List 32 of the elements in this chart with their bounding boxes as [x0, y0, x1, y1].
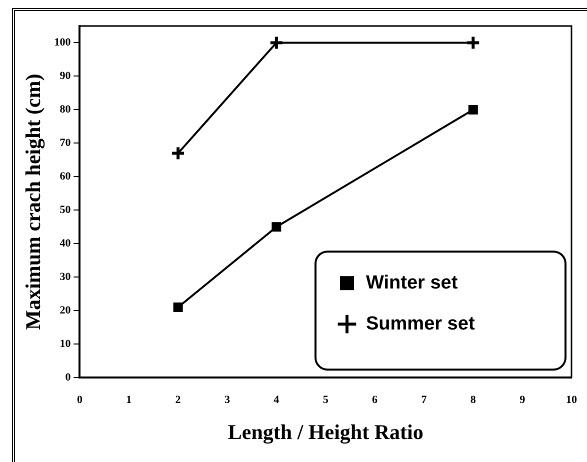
point: [272, 222, 282, 232]
x-tick-label: 7: [421, 394, 428, 406]
point: [468, 104, 478, 114]
x-tick-label: 4: [274, 394, 280, 406]
y-tick-label: 60: [60, 170, 72, 183]
y-tick-label: 90: [60, 70, 72, 82]
point: [170, 146, 186, 161]
y-tick-label: 20: [60, 304, 72, 316]
x-tick-label: 6: [372, 394, 378, 406]
legend-label: Winter set: [366, 272, 458, 294]
y-tick-label: 80: [60, 104, 72, 116]
x-tick-label: 5: [322, 394, 329, 406]
x-axis-title: Length / Height Ratio: [228, 420, 424, 444]
x-tick-label: 10: [566, 394, 578, 406]
x-tick-label: 2: [175, 394, 182, 406]
y-tick-label: 0: [65, 371, 72, 384]
x-tick-label: 8: [470, 394, 476, 406]
y-tick-label: 50: [60, 204, 72, 216]
point: [466, 35, 481, 50]
point: [268, 35, 284, 50]
y-tick-label: 100: [54, 36, 72, 49]
x-tick-label: 1: [126, 394, 132, 406]
y-tick-label: 30: [60, 270, 72, 283]
x-tick-label: 3: [224, 394, 230, 406]
legend-label: Summer set: [366, 313, 476, 334]
y-tick-label: 10: [60, 338, 72, 350]
x-tick-label: 9: [520, 394, 526, 406]
y-axis-title: Maximum crach height (cm): [21, 74, 46, 330]
y-tick-label: 70: [60, 137, 72, 150]
y-tick-label: 40: [60, 238, 72, 250]
point: [173, 302, 183, 312]
x-tick-label: 0: [76, 394, 83, 406]
